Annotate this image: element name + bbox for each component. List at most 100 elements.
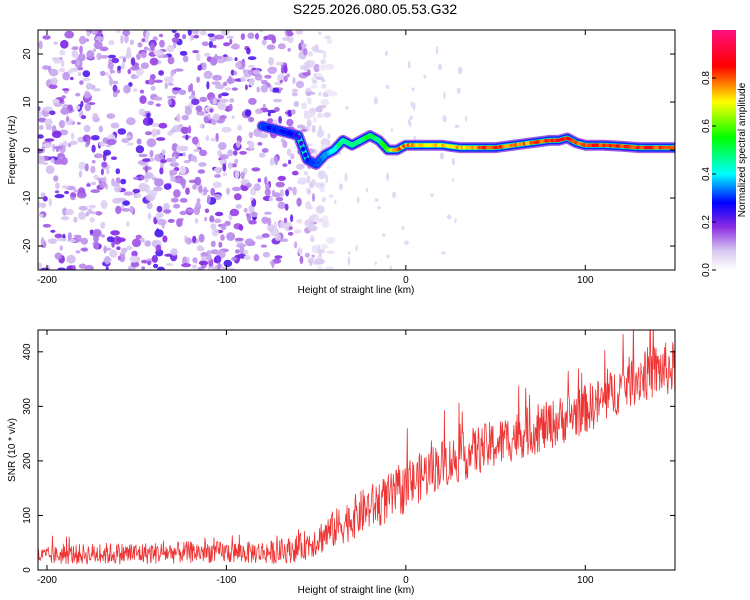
noise-blob	[126, 245, 133, 251]
noise-blob	[321, 220, 330, 228]
noise-blob	[147, 212, 152, 220]
noise-blob	[61, 185, 69, 189]
noise-blob	[309, 261, 313, 266]
spectrogram-x-label: Height of straight line (km)	[298, 285, 415, 296]
noise-blob	[229, 38, 233, 45]
noise-blob	[226, 187, 231, 195]
noise-blob	[277, 201, 286, 209]
noise-blob	[199, 149, 208, 157]
noise-blob	[60, 39, 69, 49]
noise-blob	[213, 194, 222, 200]
noise-blob	[234, 57, 238, 62]
noise-blob	[326, 38, 333, 44]
noise-blob	[106, 236, 115, 243]
noise-blob	[312, 79, 318, 85]
noise-blob	[158, 122, 168, 129]
noise-blob	[212, 74, 223, 81]
noise-blob	[290, 153, 295, 160]
colorbar-tick-label: 0.8	[701, 71, 712, 85]
noise-blob	[126, 117, 136, 126]
noise-blob	[98, 141, 106, 147]
signal-track-core	[298, 140, 304, 146]
noise-blob	[153, 79, 163, 84]
noise-blob	[334, 199, 337, 204]
noise-blob	[141, 266, 145, 270]
noise-blob	[69, 140, 78, 146]
noise-blob	[317, 49, 324, 54]
noise-blob	[255, 235, 265, 240]
noise-blob	[172, 155, 177, 165]
noise-blob	[78, 263, 87, 269]
noise-blob	[322, 92, 329, 98]
noise-blob	[93, 40, 103, 50]
signal-track-core	[671, 145, 675, 150]
noise-blob	[253, 183, 261, 192]
noise-blob	[246, 213, 252, 222]
colorbar-tick-label: 0.2	[701, 215, 712, 229]
noise-blob	[215, 84, 225, 90]
noise-blob	[110, 156, 118, 160]
noise-blob	[100, 168, 104, 176]
noise-blob	[131, 238, 142, 248]
noise-blob	[258, 152, 266, 158]
noise-blob	[401, 225, 405, 231]
noise-blob	[199, 123, 204, 129]
noise-blob	[211, 228, 219, 237]
noise-blob	[135, 234, 142, 240]
noise-blob	[211, 81, 221, 85]
noise-blob	[145, 131, 153, 136]
noise-blob	[407, 60, 411, 69]
noise-blob	[257, 178, 262, 183]
noise-blob	[243, 254, 251, 261]
noise-blob	[193, 206, 201, 215]
noise-blob	[38, 262, 42, 270]
noise-blob	[54, 252, 62, 260]
noise-blob	[107, 62, 114, 70]
noise-blob	[230, 69, 235, 76]
noise-blob	[269, 157, 275, 166]
noise-blob	[77, 53, 86, 62]
noise-blob	[166, 44, 175, 53]
noise-blob	[212, 98, 217, 105]
noise-blob	[122, 30, 131, 36]
noise-blob	[120, 34, 124, 44]
noise-blob	[176, 218, 183, 228]
snr-x-ticks: -200 -100 0 100	[37, 330, 594, 586]
noise-blob	[457, 66, 463, 75]
spectrogram-x-ticks: -200 -100 0 100	[37, 30, 594, 286]
noise-blob	[295, 80, 305, 89]
noise-blob	[231, 257, 238, 261]
noise-blob	[38, 110, 42, 118]
noise-blob	[236, 140, 241, 148]
noise-blob	[100, 221, 106, 229]
noise-blob	[153, 263, 159, 269]
noise-blob	[191, 136, 199, 145]
noise-blob	[382, 233, 386, 237]
noise-blob	[317, 170, 326, 180]
noise-blob	[71, 265, 76, 270]
noise-blob	[287, 231, 294, 236]
noise-blob	[390, 128, 393, 133]
noise-blob	[326, 236, 336, 244]
noise-blob	[231, 186, 242, 192]
noise-blob	[261, 216, 269, 224]
noise-blob	[442, 115, 447, 123]
noise-blob	[138, 108, 146, 116]
noise-blob	[151, 128, 158, 138]
noise-blob	[205, 135, 210, 141]
noise-blob	[129, 39, 134, 46]
noise-blob	[168, 82, 174, 86]
noise-blob	[198, 112, 202, 116]
noise-blob	[55, 182, 60, 190]
noise-blob	[223, 56, 233, 62]
noise-blob	[136, 138, 142, 145]
noise-blob	[92, 113, 99, 121]
noise-blob	[254, 33, 260, 40]
noise-blob	[196, 245, 204, 252]
noise-blob	[182, 34, 187, 40]
noise-blob	[170, 176, 176, 182]
snr-x-tick-label: 0	[403, 575, 409, 586]
noise-blob	[58, 120, 66, 129]
noise-blob	[84, 103, 92, 112]
noise-blob	[246, 182, 252, 188]
